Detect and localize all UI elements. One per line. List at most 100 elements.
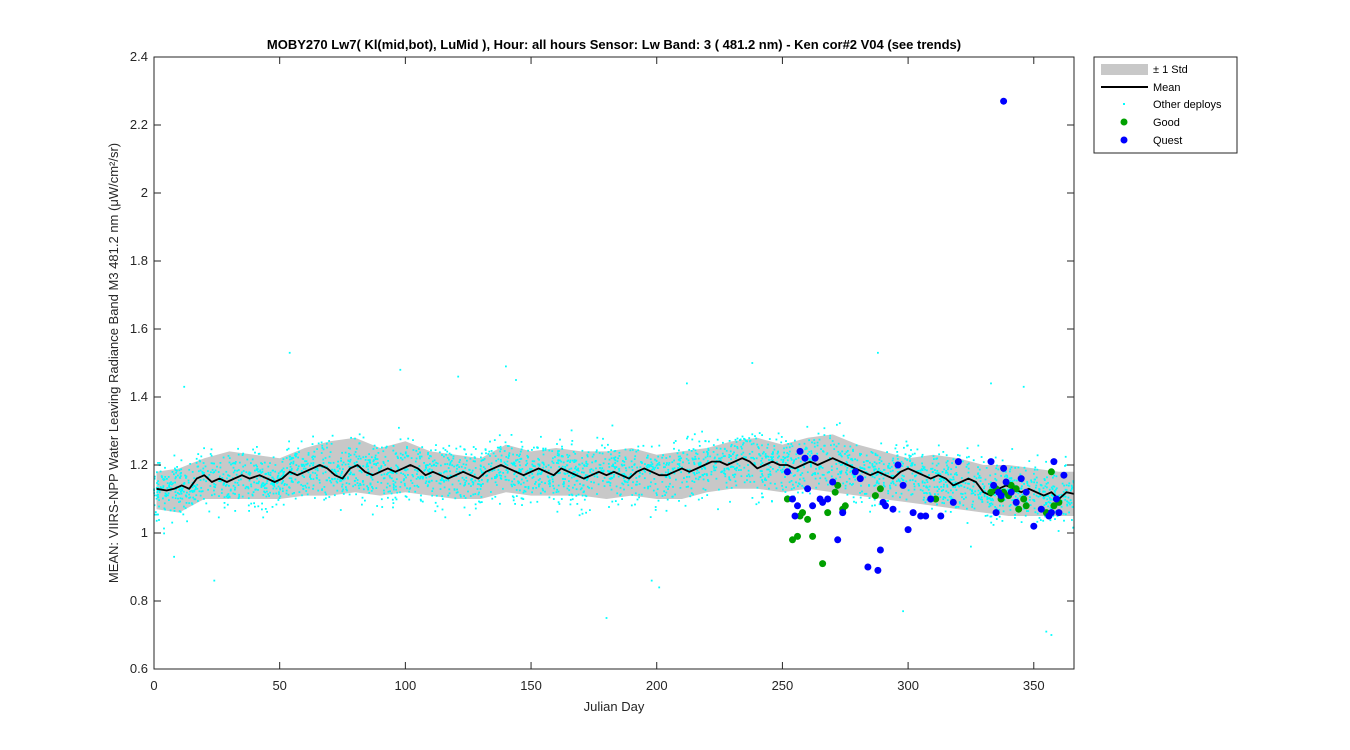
other-deploys-point [218,495,220,497]
other-deploys-point [188,502,191,504]
other-deploys-point [456,488,458,491]
other-deploys-point [797,457,800,459]
quest-point [917,512,925,520]
other-deploys-point [419,498,422,501]
other-deploys-point [258,452,261,455]
other-deploys-point [650,481,652,484]
other-deploys-point [943,468,946,471]
other-deploys-point [764,453,767,455]
other-deploys-point [515,489,518,491]
other-deploys-point [467,482,470,485]
other-deploys-point [783,451,785,454]
other-deploys-point [178,469,181,472]
other-deploys-point [962,504,965,507]
other-deploys-point [359,483,361,485]
other-deploys-point [462,463,465,466]
other-deploys-point [173,473,175,476]
other-deploys-point [234,493,236,495]
other-deploys-point [170,487,173,489]
other-deploys-point [669,455,671,458]
other-deploys-point [751,497,754,499]
quest-point [804,485,812,493]
other-deploys-point [503,450,506,452]
other-deploys-point [367,488,370,491]
other-deploys-point [158,519,160,521]
other-deploys-point [339,509,342,511]
other-deploys-point [837,473,840,476]
other-deploys-point [837,442,840,445]
other-deploys-point [788,446,791,449]
other-deploys-point [219,479,222,481]
other-deploys-point [193,477,196,479]
other-deploys-point [728,476,731,479]
other-deploys-point [1022,385,1025,388]
other-deploys-point [269,491,271,494]
other-deploys-point [880,460,883,463]
other-deploys-point [803,479,806,482]
other-deploys-point [650,445,653,448]
other-deploys-point [990,521,993,524]
other-deploys-point [815,467,817,470]
other-deploys-point [983,493,986,496]
other-deploys-point [157,462,159,464]
other-deploys-point [495,476,497,479]
other-deploys-point [411,482,414,484]
other-deploys-point [160,475,163,477]
other-deploys-point [1009,509,1012,511]
other-deploys-point [927,488,930,491]
other-deploys-point [549,482,551,485]
other-deploys-point [561,465,564,468]
other-deploys-point [619,493,622,496]
other-deploys-point [463,484,465,487]
other-deploys-point [508,452,511,455]
other-deploys-point [261,468,264,471]
other-deploys-point [568,494,571,496]
other-deploys-point [1043,478,1046,480]
other-deploys-point [154,511,157,513]
axes-layer: 0 50 100 150 200 250 300 3500.60.811.21.41.61.8… [130,49,1074,693]
other-deploys-point [907,489,910,492]
other-deploys-point [833,443,835,446]
other-deploys-point [979,493,982,496]
x-axis-label: Julian Day [584,699,645,714]
other-deploys-point [465,453,467,456]
other-deploys-point [510,447,513,450]
other-deploys-point [769,470,772,473]
other-deploys-point [375,464,378,466]
other-deploys-point [1046,486,1048,489]
other-deploys-point [988,483,990,485]
other-deploys-point [1072,480,1075,482]
other-deploys-point [1019,473,1022,476]
other-deploys-point [1005,474,1008,477]
other-deploys-point [845,469,848,472]
other-deploys-point [174,467,176,470]
other-deploys-point [248,471,251,474]
other-deploys-point [772,451,774,453]
other-deploys-point [694,449,697,452]
other-deploys-point [994,456,997,459]
other-deploys-point [719,447,722,450]
other-deploys-point [595,451,598,453]
other-deploys-point [255,464,257,467]
other-deploys-point [532,487,534,490]
other-deploys-point [211,494,213,497]
other-deploys-point [838,461,841,464]
other-deploys-point [933,486,936,488]
other-deploys-point [340,472,343,475]
other-deploys-point [593,481,595,484]
other-deploys-point [986,501,989,504]
other-deploys-point [362,436,365,439]
other-deploys-point [282,458,285,460]
other-deploys-point [213,482,215,485]
other-deploys-point [871,452,874,454]
other-deploys-point [506,445,509,447]
other-deploys-point [174,477,177,480]
other-deploys-point [587,451,590,454]
other-deploys-point [441,508,444,511]
other-deploys-point [526,469,529,472]
other-deploys-point [513,478,516,480]
other-deploys-point [153,504,156,507]
other-deploys-point [936,485,939,488]
other-deploys-point [285,457,288,459]
other-deploys-point [803,466,805,469]
